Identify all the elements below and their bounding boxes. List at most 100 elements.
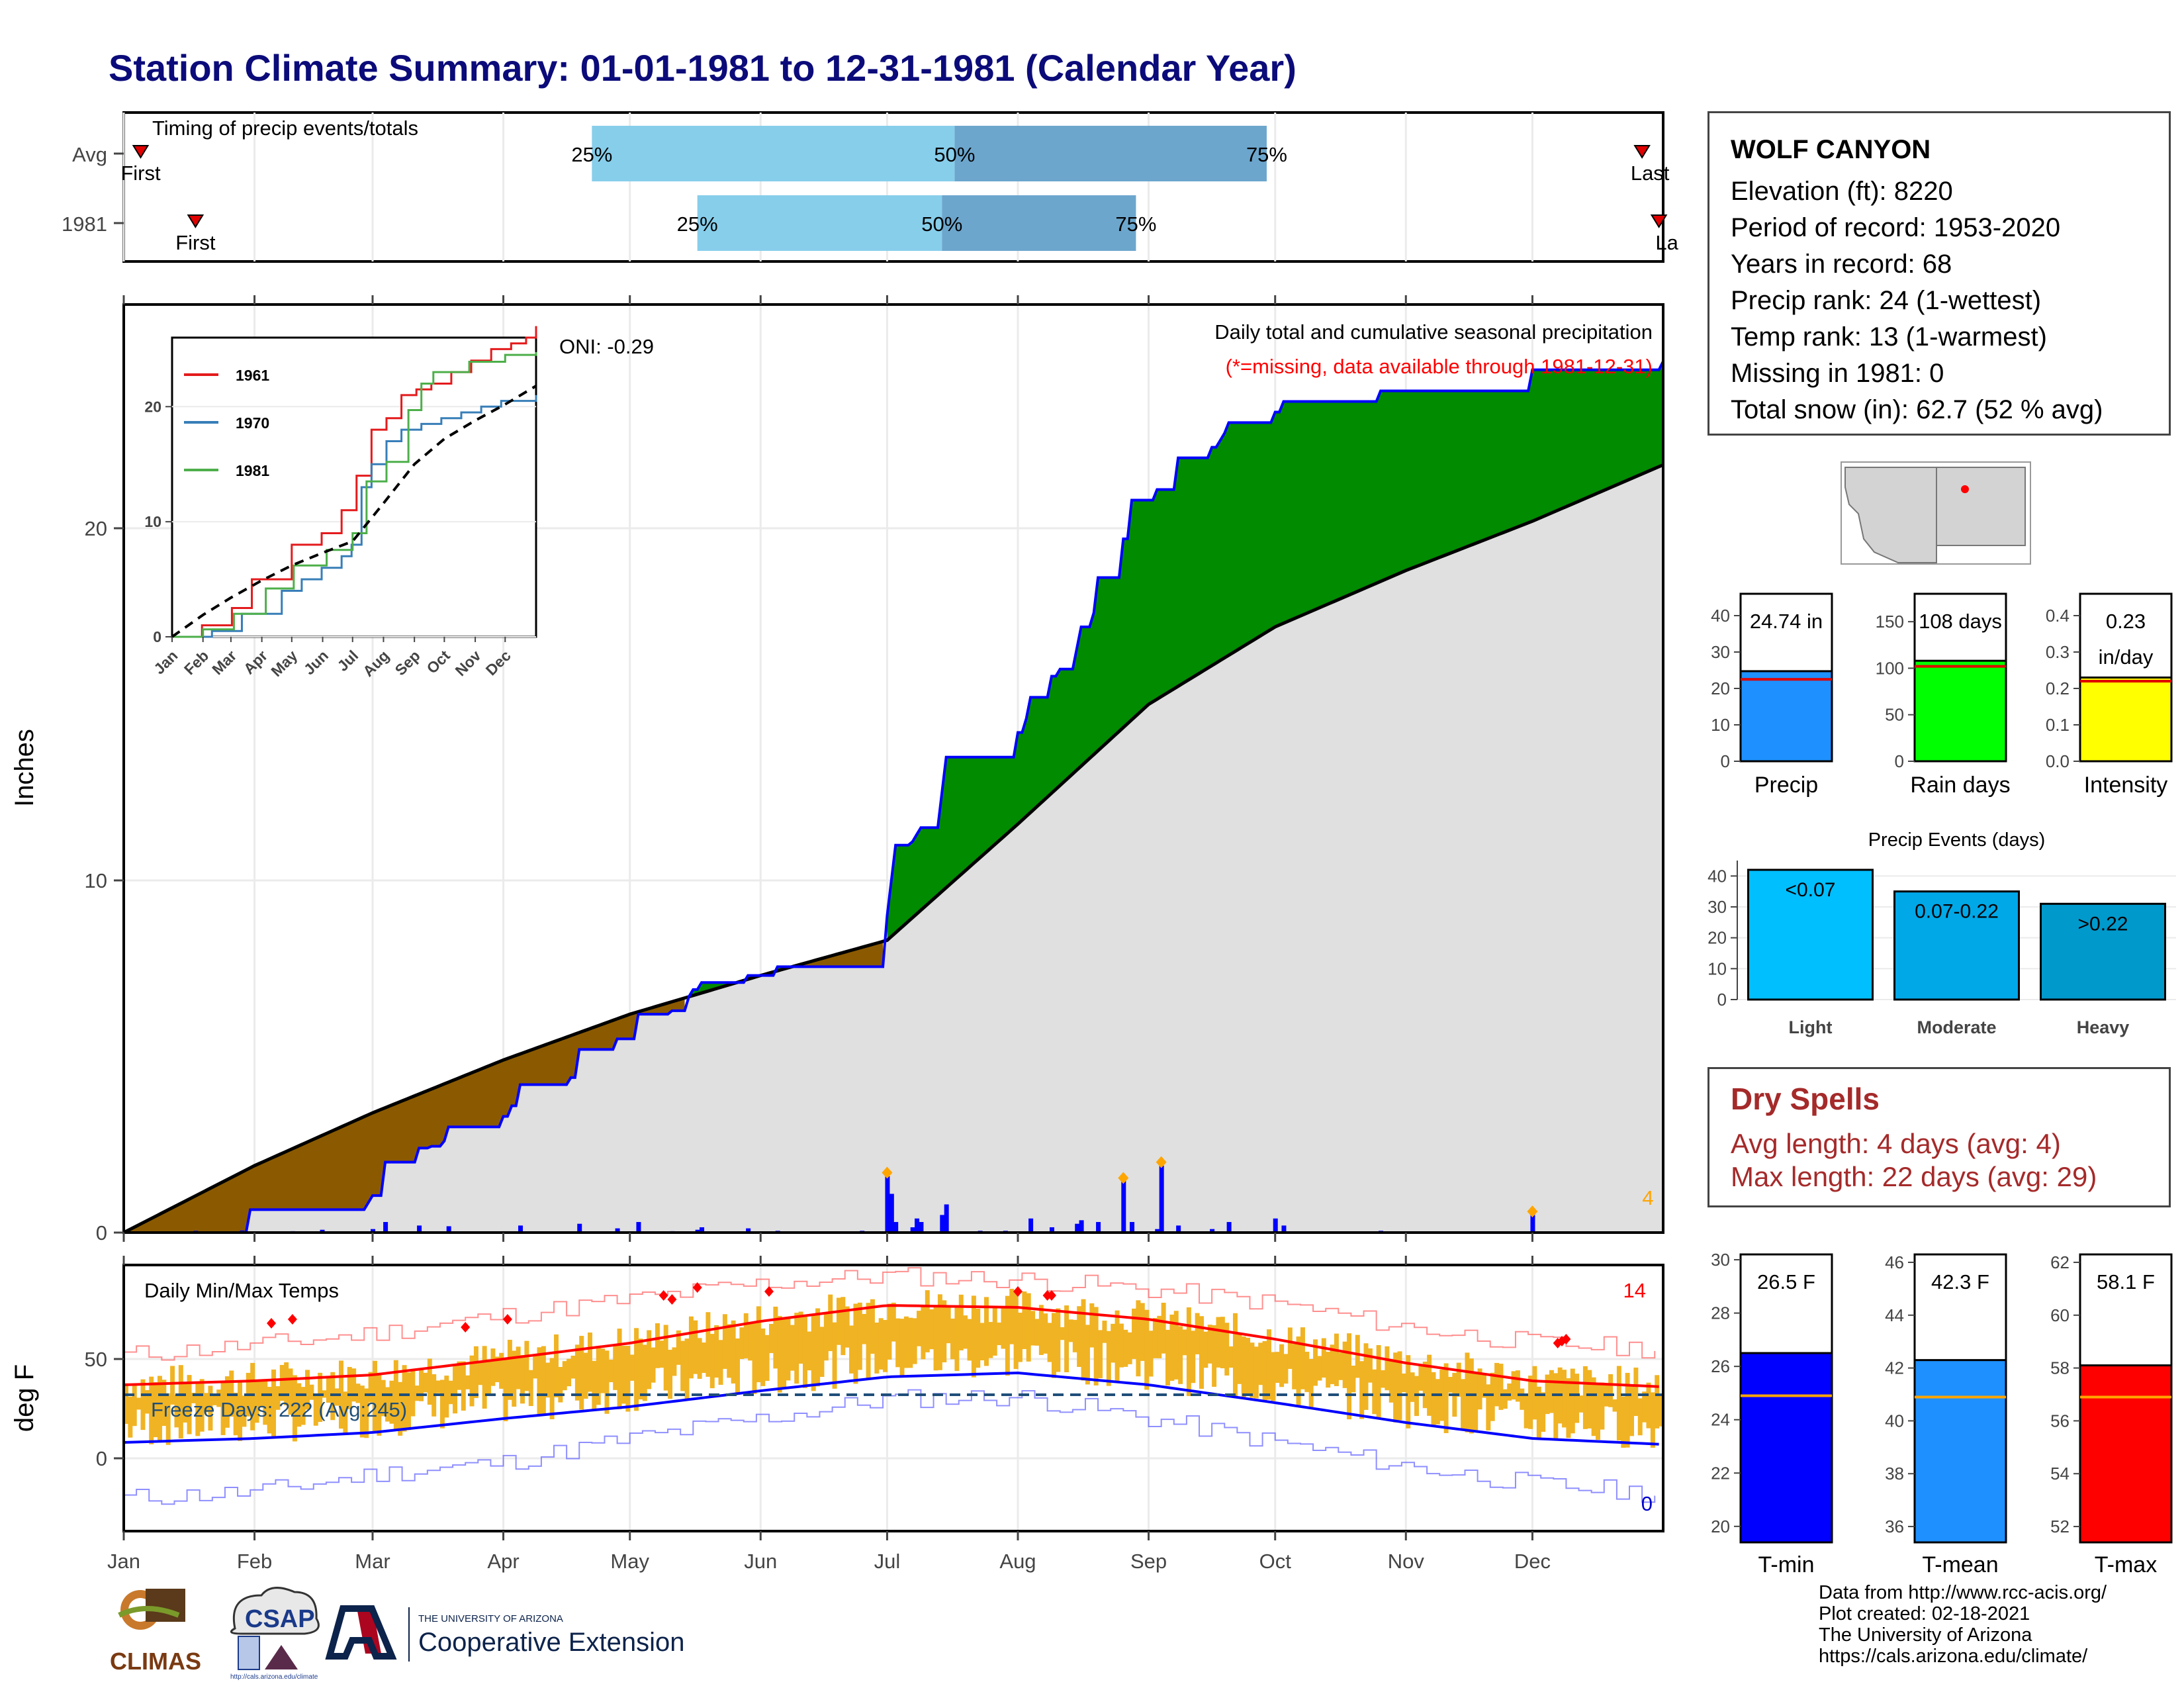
- daily-temp-bar: [165, 1393, 171, 1445]
- avg-min-line: [123, 1371, 1659, 1446]
- daily-temp-bar: [398, 1382, 403, 1436]
- daily-temp-bar: [672, 1347, 677, 1376]
- month-label: Oct: [1259, 1550, 1292, 1573]
- credit-line: Plot created: 02-18-2021: [1819, 1603, 2030, 1624]
- daily-temp-bar: [811, 1314, 816, 1391]
- daily-temp-bar: [1342, 1341, 1347, 1388]
- daily-precip-bar: [944, 1204, 949, 1233]
- daily-temp-bar: [271, 1369, 277, 1438]
- daily-temp-bar: [199, 1379, 205, 1432]
- daily-temp-bar: [676, 1330, 681, 1365]
- daily-temp-bar: [790, 1325, 795, 1371]
- last-marker: [1650, 214, 1668, 228]
- timing-quantile-label: 75%: [1246, 143, 1287, 166]
- daily-precip-bar: [1226, 1222, 1232, 1233]
- daily-temp-bar: [1228, 1346, 1234, 1368]
- daily-temp-bar: [124, 1383, 128, 1424]
- record-high-marker: [692, 1282, 702, 1293]
- summary-bar-t-min: [1739, 1352, 1833, 1544]
- daily-temp-bar: [1570, 1368, 1575, 1434]
- daily-temp-bar: [326, 1377, 331, 1403]
- summary-y-tick-label: 24: [1711, 1410, 1730, 1430]
- events-bar-light: [1747, 868, 1874, 1001]
- daily-precip-bar: [1273, 1218, 1278, 1233]
- timing-bar-q25-q50: [592, 126, 955, 181]
- daily-temp-bar: [351, 1368, 357, 1402]
- daily-temp-bar: [1022, 1291, 1027, 1349]
- daily-temp-bar: [419, 1369, 424, 1401]
- events-bar-label: >0.22: [2078, 913, 2128, 935]
- daily-temp-bar: [516, 1346, 521, 1389]
- record-max-line: [124, 1267, 1656, 1361]
- daily-temp-bar: [381, 1380, 386, 1417]
- precip-chart-title: Daily total and cumulative seasonal prec…: [1214, 320, 1653, 344]
- daily-temp-bar: [1515, 1370, 1520, 1402]
- daily-temp-bar: [1401, 1373, 1406, 1393]
- month-label: May: [610, 1550, 649, 1573]
- daily-temp-bar: [684, 1338, 690, 1399]
- daily-temp-bar: [334, 1388, 340, 1406]
- inset-y-tick-label: 20: [144, 398, 161, 415]
- daily-temp-bar: [1520, 1388, 1525, 1410]
- daily-temp-bar: [490, 1348, 496, 1386]
- summary-y-tick-label: 26: [1711, 1356, 1730, 1376]
- record-high-marker: [502, 1314, 512, 1325]
- daily-temp-bar: [1388, 1359, 1394, 1403]
- daily-temp-bar: [1009, 1288, 1015, 1344]
- daily-temp-bar: [1161, 1303, 1166, 1354]
- daily-temp-bar: [558, 1367, 563, 1403]
- daily-temp-bar: [1326, 1352, 1331, 1388]
- daily-temp-bar: [702, 1342, 707, 1374]
- daily-temp-bar: [339, 1360, 343, 1429]
- station-elevation: Elevation (ft): 8220: [1731, 177, 1953, 206]
- daily-temp-bar: [1625, 1372, 1630, 1448]
- daily-temp-bar: [997, 1322, 1002, 1346]
- daily-temp-bar: [1132, 1308, 1137, 1359]
- month-label: Mar: [355, 1550, 390, 1573]
- daily-temp-bar: [453, 1365, 458, 1414]
- summary-y-tick-label: 54: [2050, 1464, 2070, 1483]
- daily-temp-bar: [862, 1313, 867, 1344]
- daily-temp-bar: [482, 1346, 487, 1409]
- daily-temp-bar: [1477, 1368, 1482, 1410]
- daily-precip-bar: [885, 1176, 890, 1233]
- precip-y-tick-label: 20: [85, 517, 107, 540]
- daily-temp-bar: [1574, 1374, 1580, 1423]
- summary-y-tick-label: 100: [1876, 658, 1904, 678]
- timing-row-label: Avg: [72, 143, 107, 166]
- daily-temp-bar: [942, 1300, 947, 1363]
- summary-y-tick-label: 52: [2050, 1517, 2070, 1536]
- daily-temp-bar: [343, 1391, 348, 1434]
- daily-temp-bar: [1038, 1305, 1044, 1355]
- summary-y-tick-label: 42: [1885, 1358, 1904, 1378]
- record-high-marker: [659, 1290, 668, 1301]
- daily-temp-bar: [1582, 1366, 1588, 1429]
- summary-y-tick-label: 22: [1711, 1463, 1730, 1483]
- daily-temp-bar: [242, 1395, 247, 1427]
- daily-temp-bar: [1253, 1346, 1259, 1399]
- summary-y-tick-label: 50: [1885, 705, 1904, 725]
- daily-precip-bar: [746, 1228, 751, 1233]
- summary-category-label: Precip: [1754, 773, 1818, 798]
- summary-y-tick-label: 36: [1885, 1517, 1904, 1536]
- daily-temp-bar: [1051, 1313, 1056, 1378]
- inset-series-1961: [172, 326, 537, 638]
- station-precip-rank: Precip rank: 24 (1-wettest): [1731, 286, 2042, 315]
- summary-y-tick-label: 20: [1711, 679, 1730, 698]
- daily-precip-bar: [1281, 1225, 1287, 1233]
- events-y-tick-label: 40: [1707, 866, 1727, 886]
- daily-temp-bar: [1646, 1382, 1651, 1429]
- daily-temp-bar: [574, 1344, 580, 1401]
- precip-y-tick-label: 10: [85, 869, 107, 892]
- inset-series-1970: [172, 395, 537, 638]
- daily-temp-bar: [857, 1302, 862, 1370]
- daily-temp-bar: [743, 1313, 749, 1359]
- daily-temp-bar: [1406, 1355, 1411, 1429]
- page-title: Station Climate Summary: 01-01-1981 to 1…: [109, 47, 1297, 89]
- daily-temp-bar: [1334, 1333, 1339, 1386]
- daily-temp-bar: [1549, 1370, 1554, 1413]
- daily-temp-bar: [1447, 1377, 1453, 1393]
- summary-bar-rain-days: [1913, 659, 2007, 763]
